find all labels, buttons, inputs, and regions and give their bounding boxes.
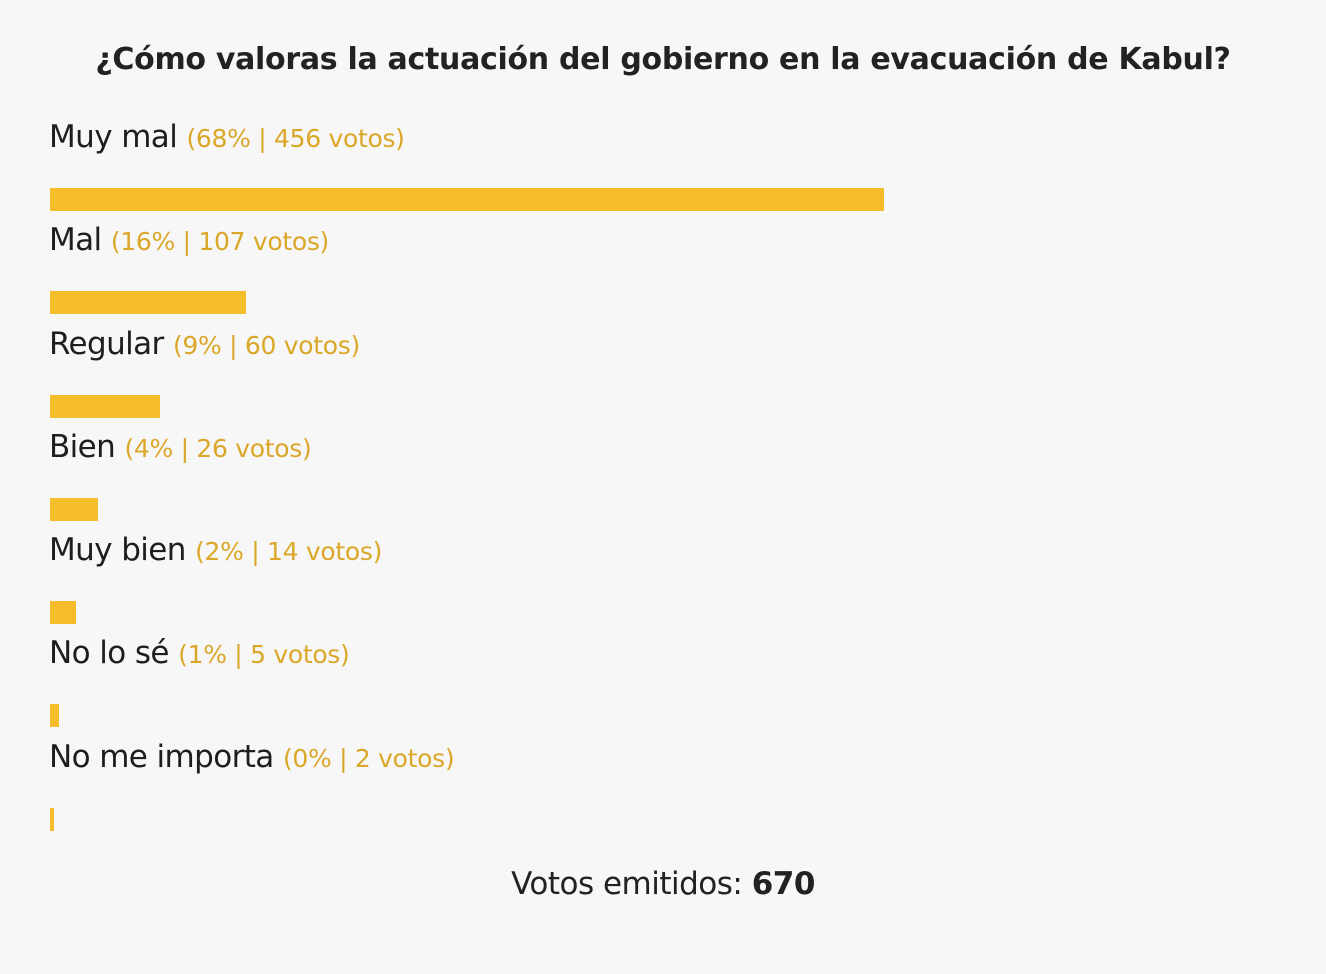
option-name: Bien bbox=[49, 428, 116, 465]
bar-fill bbox=[50, 291, 246, 315]
option-label: Muy bien (2% | 14 votos) bbox=[49, 528, 382, 574]
option-stats: (2% | 14 votos) bbox=[195, 537, 383, 567]
poll-option: Mal (16% | 107 votos) bbox=[49, 216, 1279, 319]
bar-track bbox=[50, 497, 1276, 521]
bar-fill bbox=[50, 394, 160, 418]
poll-title: ¿Cómo valoras la actuación del gobierno … bbox=[95, 42, 1231, 77]
option-name: Regular bbox=[49, 325, 164, 362]
bar-track bbox=[50, 601, 1276, 625]
option-name: No lo sé bbox=[49, 635, 169, 672]
bar-track bbox=[50, 704, 1276, 728]
poll-option: Muy mal (68% | 456 votos) bbox=[49, 113, 1279, 216]
option-stats: (1% | 5 votos) bbox=[178, 640, 350, 670]
bar-track bbox=[50, 394, 1276, 418]
poll-options-list: Muy mal (68% | 456 votos) Mal (16% | 107 … bbox=[49, 113, 1279, 836]
option-name: No me importa bbox=[49, 738, 274, 775]
votes-total-label: Votos emitidos: bbox=[511, 866, 743, 902]
bar-fill bbox=[50, 807, 54, 831]
poll-option: No lo sé (1% | 5 votos) bbox=[49, 629, 1279, 732]
option-stats: (0% | 2 votos) bbox=[282, 743, 455, 773]
option-label: Muy mal (68% | 456 votos) bbox=[49, 115, 405, 161]
option-label: Mal (16% | 107 votos) bbox=[49, 218, 329, 264]
bar-fill bbox=[50, 601, 76, 625]
option-stats: (4% | 26 votos) bbox=[124, 433, 312, 463]
option-label: Bien (4% | 26 votos) bbox=[49, 425, 312, 471]
poll-option: Regular (9% | 60 votos) bbox=[49, 320, 1279, 423]
votes-total-value: 670 bbox=[751, 866, 816, 902]
bar-fill bbox=[50, 704, 60, 728]
bar-track bbox=[50, 188, 1276, 211]
option-stats: (68% | 456 votos) bbox=[186, 124, 405, 153]
bar-fill bbox=[50, 497, 98, 521]
votes-total: Votos emitidos: 670 bbox=[0, 862, 1326, 906]
option-name: Muy bien bbox=[49, 532, 186, 569]
option-name: Muy mal bbox=[49, 119, 178, 155]
bar-track bbox=[50, 291, 1276, 315]
option-label: Regular (9% | 60 votos) bbox=[49, 322, 360, 368]
option-name: Mal bbox=[49, 222, 102, 259]
poll-option: Bien (4% | 26 votos) bbox=[49, 423, 1279, 526]
poll-option: Muy bien (2% | 14 votos) bbox=[49, 526, 1279, 629]
option-label: No me importa (0% | 2 votos) bbox=[49, 735, 455, 781]
bar-track bbox=[50, 807, 1276, 831]
option-stats: (16% | 107 votos) bbox=[110, 227, 329, 257]
option-label: No lo sé (1% | 5 votos) bbox=[49, 631, 350, 677]
poll-option: No me importa (0% | 2 votos) bbox=[49, 733, 1279, 836]
option-stats: (9% | 60 votos) bbox=[172, 330, 360, 360]
bar-fill bbox=[50, 188, 885, 211]
